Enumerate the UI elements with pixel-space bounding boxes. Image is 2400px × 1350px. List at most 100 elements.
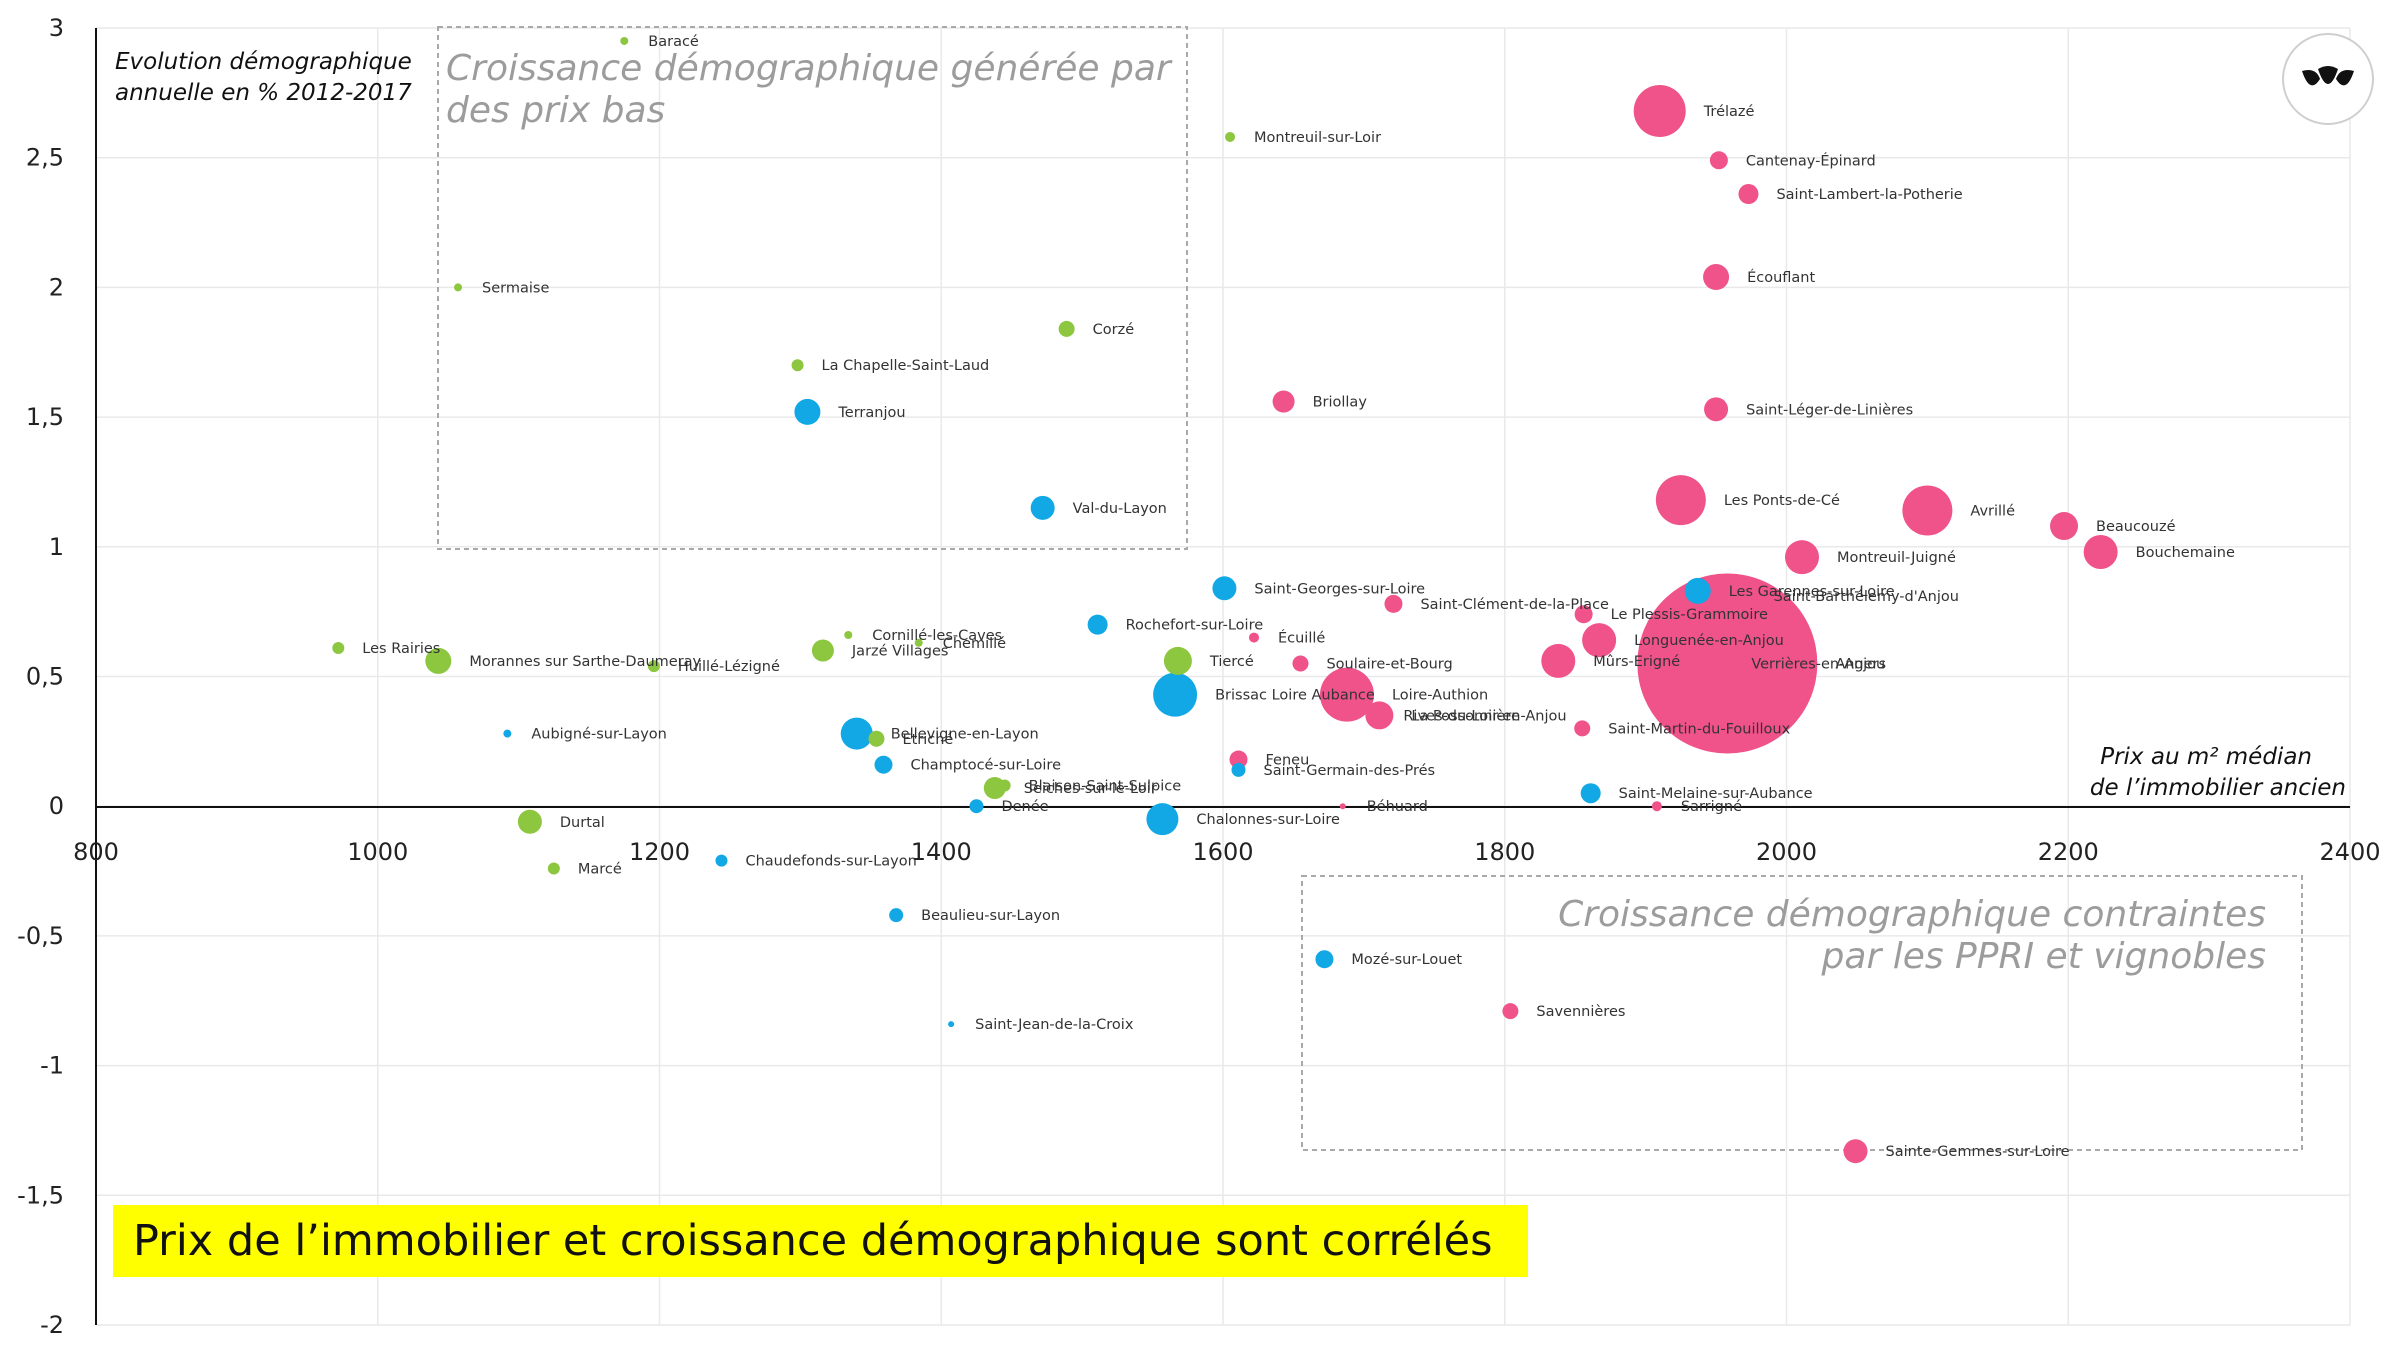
bubbles [332, 36, 2118, 1164]
y-tick-label: -1,5 [17, 1181, 64, 1209]
bubble-label: Loire-Authion [1392, 688, 1488, 704]
bubble-point [811, 639, 834, 662]
bubble-point [868, 730, 885, 747]
x-tick-label: 2000 [1756, 838, 1817, 866]
bubble-label: Saint-Melaine-sur-Aubance [1619, 786, 1813, 802]
bubble-point [1637, 573, 1818, 754]
bubble-label: Mozé-sur-Louet [1351, 952, 1462, 968]
bubble-point [1582, 623, 1617, 658]
bubble-point [1633, 85, 1686, 138]
bubble-label: Saint-Clément-de-la-Place [1420, 597, 1609, 613]
y-tick-label: -2 [40, 1311, 64, 1339]
bubble-label: Sermaise [482, 280, 549, 296]
bubble-label: Écouflant [1747, 269, 1815, 286]
bubble-label: Blaison-Saint-Sulpice [1029, 778, 1182, 794]
bubble-point [998, 779, 1011, 792]
bubble-label: Chemillé [943, 636, 1006, 652]
bubble-label: Savennières [1536, 1004, 1625, 1020]
bubble-label: Cornillé-les-Caves [872, 628, 1002, 644]
y-tick-label: 0,5 [26, 663, 64, 691]
x-tick-label: 1000 [347, 838, 408, 866]
bubble-label: Aubigné-sur-Layon [531, 727, 667, 743]
y-axis-title-line1: Evolution démographique [115, 49, 412, 75]
bubble-point [517, 809, 542, 834]
bubble-point [1580, 783, 1601, 804]
bubble-point [1030, 495, 1055, 520]
bubble-point [1365, 701, 1394, 730]
zones: Croissance démographique générée par des… [437, 26, 2303, 1151]
y-tick-labels: 3 2,5 2 1,5 1 0,5 0 -0,5 -1 -1,5 -2 [17, 14, 64, 1339]
bubble-point [620, 36, 629, 45]
x-tick-label: 1800 [1474, 838, 1535, 866]
bubble-label: Écuillé [1278, 630, 1325, 647]
leaf-logo-icon [2282, 33, 2374, 125]
bubble-label: Sainte-Gemmes-sur-Loire [1886, 1144, 2070, 1160]
bubble-label: Champtocé-sur-Loire [910, 758, 1061, 774]
y-tick-label: 2,5 [26, 144, 64, 172]
bubble-label: Les Rairies [362, 641, 440, 657]
bubble-label: Durtal [560, 815, 605, 831]
bubble-point [1502, 1003, 1519, 1020]
bubble-point [794, 398, 821, 425]
bubble-point [1655, 475, 1706, 526]
zone-low-prices-title-line2: des prix bas [446, 90, 665, 131]
x-axis-title-line2: de l’immobilier ancien [2090, 775, 2346, 801]
bubble-point [840, 717, 873, 750]
bubble-label: Rochefort-sur-Loire [1126, 618, 1264, 634]
bubble-label: Angers [1835, 657, 1886, 673]
bubble-point [1146, 803, 1179, 836]
y-axis-title-line2: annuelle en % 2012-2017 [115, 80, 412, 106]
bubble-point [332, 641, 345, 654]
bubble-label: Val-du-Layon [1073, 501, 1167, 517]
bubble-label: Beaulieu-sur-Layon [921, 908, 1060, 924]
bubble-label: Baracé [648, 34, 699, 50]
bubble-label: Brissac Loire Aubance [1215, 688, 1375, 704]
bubble-point [454, 283, 463, 292]
bubble-label: Les Ponts-de-Cé [1724, 493, 1840, 509]
bubble-point [425, 647, 452, 674]
bubble-point [715, 854, 728, 867]
y-tick-label: 0 [49, 792, 64, 820]
bubble-label: Saint-Martin-du-Fouilloux [1608, 721, 1790, 737]
bubble-point [1229, 750, 1248, 769]
bubble-labels: Baracé Montreuil-sur-Loir Sermaise Corzé La … [362, 34, 2235, 1160]
bubble-point [1212, 576, 1237, 601]
bubble-point [1574, 720, 1591, 737]
bubble-point [2083, 534, 2118, 569]
bubble-point [503, 729, 512, 738]
x-tick-label: 1400 [911, 838, 972, 866]
zone-low-prices-box [437, 26, 1188, 550]
bubble-point [1721, 579, 1756, 614]
bubble-point [1704, 397, 1729, 422]
bubble-label: Verrières-en-Anjou [1751, 657, 1885, 673]
headline-banner: Prix de l’immobilier et croissance démog… [113, 1205, 1528, 1277]
bubble-point [1339, 803, 1346, 810]
y-tick-label: 1,5 [26, 403, 64, 431]
zone-ppri-title-line2: par les PPRI et vignobles [1821, 936, 2266, 977]
y-tick-label: -0,5 [17, 922, 64, 950]
bubble-point [1272, 390, 1295, 413]
bubble-point [1843, 1139, 1868, 1164]
bubble-point [844, 630, 853, 639]
bubble-label: Briollay [1313, 395, 1368, 411]
x-axis-title-line1: Prix au m² médian [2100, 744, 2312, 770]
bubble-label: Soulaire-et-Bourg [1326, 657, 1452, 673]
bubble-label: Saint-Jean-de-la-Croix [975, 1017, 1134, 1033]
zone-ppri-title-line1: Croissance démographique contraintes [1558, 894, 2266, 935]
bubble-label: Tiercé [1209, 654, 1254, 670]
bubble-label: Chalonnes-sur-Loire [1196, 812, 1340, 828]
bubble-label: Chaudefonds-sur-Layon [745, 854, 916, 870]
gridlines [96, 27, 2351, 1326]
bubble-point [2050, 512, 2079, 541]
x-tick-label: 2400 [2319, 838, 2380, 866]
bubble-point [1902, 485, 1953, 536]
zone-low-prices-title-line1: Croissance démographique générée par [446, 48, 1173, 89]
bubble-point [1574, 605, 1593, 624]
bubble-point [889, 908, 904, 923]
bubble-point [1087, 614, 1108, 635]
bubble-label: Montreuil-sur-Loir [1254, 130, 1381, 146]
bubble-point [914, 638, 923, 647]
bubble-label: Seiches-sur-le-Loir [1024, 781, 1157, 797]
x-tick-labels: 800 1000 1200 1400 1600 1800 2000 2200 2400 [73, 838, 2380, 866]
